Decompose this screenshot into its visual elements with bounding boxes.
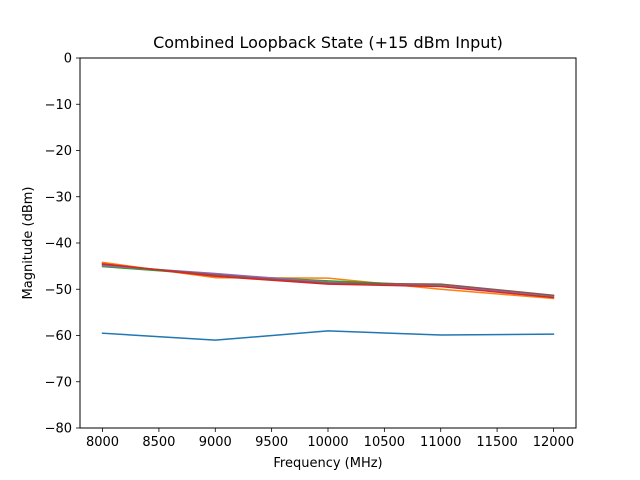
y-tick-label: −60 [45, 329, 72, 344]
series-line-5 [101, 263, 555, 297]
x-axis-label: Frequency (MHz) [273, 456, 382, 471]
series-layer [101, 261, 555, 341]
y-axis-label: Magnitude (dBm) [21, 187, 36, 300]
x-tick-label: 12000 [533, 435, 574, 450]
y-tick-label: −50 [45, 283, 72, 298]
x-tick-label: 10500 [364, 435, 405, 450]
chart-title: Combined Loopback State (+15 dBm Input) [153, 33, 503, 52]
y-tick-label: 0 [64, 52, 72, 67]
y-tick-label: −20 [45, 144, 72, 159]
x-tick-label: 9500 [255, 435, 288, 450]
y-tick-label: −10 [45, 98, 72, 113]
x-axis: 8000 8500 9000 9500 10000 10500 11000 11500 1200… [86, 428, 574, 450]
x-tick-label: 8000 [86, 435, 119, 450]
y-axis: 0 −10 −20 −30 −40 −50 −60 −70 −80 [45, 52, 80, 437]
x-tick-label: 11500 [476, 435, 517, 450]
y-tick-label: −30 [45, 190, 72, 205]
y-tick-label: −70 [45, 375, 72, 390]
plot-frame [79, 57, 577, 429]
x-tick-label: 9000 [199, 435, 232, 450]
series-line-6 [101, 262, 555, 299]
y-tick-label: −80 [45, 422, 72, 437]
x-tick-label: 8500 [142, 435, 175, 450]
x-tick-label: 11000 [420, 435, 461, 450]
x-tick-label: 10000 [307, 435, 348, 450]
y-tick-label: −40 [45, 237, 72, 252]
series-line-1 [101, 330, 555, 341]
